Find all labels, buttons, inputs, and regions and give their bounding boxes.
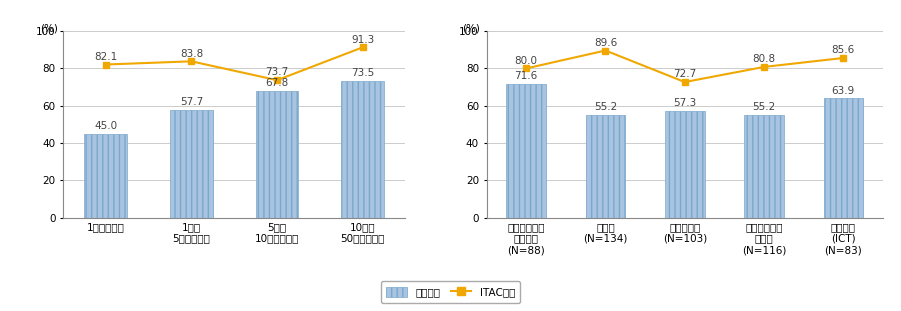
Text: 85.6: 85.6 [832,45,855,55]
Text: 80.0: 80.0 [514,56,538,66]
Y-axis label: (%): (%) [41,24,59,34]
Text: 45.0: 45.0 [95,121,117,131]
Text: 55.2: 55.2 [752,102,776,112]
Bar [665,111,705,218]
Text: 80.8: 80.8 [752,54,776,64]
Text: 55.2: 55.2 [594,102,617,112]
Bar [85,134,127,218]
Bar [824,99,863,218]
Bar [341,81,384,218]
Y-axis label: (%): (%) [461,24,479,34]
Text: 71.6: 71.6 [514,71,538,81]
Text: 63.9: 63.9 [832,86,855,96]
Text: 91.3: 91.3 [351,35,374,44]
Bar [170,110,213,218]
Bar [256,91,298,218]
Text: 83.8: 83.8 [180,49,203,58]
Bar [586,115,625,218]
Text: 57.7: 57.7 [180,97,203,107]
Text: 89.6: 89.6 [594,38,617,48]
Legend: 一般企業, ITAC企業: 一般企業, ITAC企業 [381,281,520,303]
Text: 57.3: 57.3 [673,98,696,108]
Text: 82.1: 82.1 [95,52,117,62]
Text: 72.7: 72.7 [673,69,696,79]
Text: 73.7: 73.7 [266,67,288,77]
Bar [744,115,784,218]
Text: 73.5: 73.5 [351,68,374,78]
Bar [506,84,546,218]
Text: 67.8: 67.8 [266,78,288,88]
